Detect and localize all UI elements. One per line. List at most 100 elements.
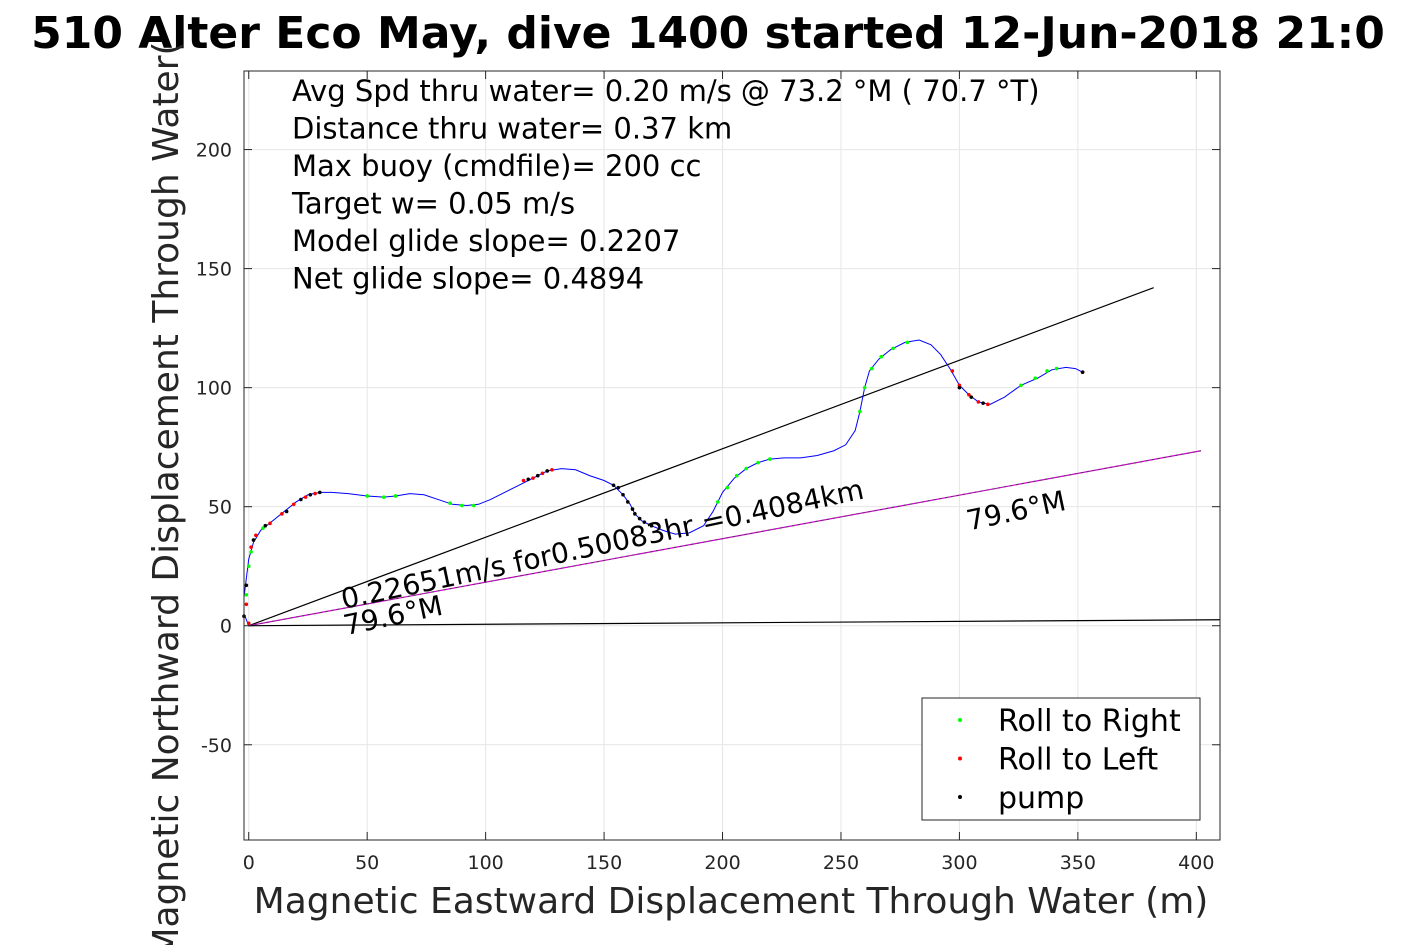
roll-to-right-point bbox=[448, 501, 452, 505]
pump-point bbox=[545, 469, 550, 473]
marker-series bbox=[242, 340, 1085, 626]
x-tick-label: 100 bbox=[467, 852, 503, 874]
roll-to-right-point bbox=[891, 346, 895, 351]
roll-to-right-point bbox=[393, 494, 398, 498]
x-tick-label: 50 bbox=[355, 852, 379, 874]
roll-to-right-point bbox=[460, 503, 464, 508]
y-axis-label: Magnetic Northward Displacement Through … bbox=[146, 41, 187, 945]
roll-to-left-point bbox=[986, 402, 990, 407]
roll-to-right-point bbox=[365, 494, 369, 498]
roll-to-right-point bbox=[246, 564, 251, 569]
reference-lines bbox=[248, 287, 1221, 627]
legend-label: Roll to Left bbox=[998, 743, 1158, 778]
roll-to-right-point bbox=[858, 409, 862, 414]
x-tick-label: 350 bbox=[1060, 852, 1096, 874]
roll-to-left-point bbox=[254, 533, 258, 538]
stat-line: Max buoy (cmdfile)= 200 cc bbox=[292, 149, 701, 183]
roll-to-left-point bbox=[303, 495, 308, 499]
pump-point bbox=[969, 395, 974, 399]
roll-to-right-point bbox=[905, 340, 910, 345]
x-axis-label: Magnetic Eastward Displacement Through W… bbox=[254, 881, 1209, 922]
roll-to-left-point bbox=[550, 467, 554, 472]
y-tick-label: 50 bbox=[208, 497, 232, 519]
roll-to-left-point bbox=[280, 512, 284, 516]
legend-marker bbox=[958, 756, 962, 761]
roll-to-right-point bbox=[768, 457, 772, 461]
legend-marker bbox=[958, 718, 962, 722]
stat-line: Distance thru water= 0.37 km bbox=[292, 112, 732, 146]
roll-to-left-point bbox=[967, 392, 971, 397]
x-tick-label: 300 bbox=[941, 852, 977, 874]
annotation-text: 79.6°M bbox=[963, 484, 1068, 537]
roll-to-right-point bbox=[862, 385, 867, 390]
roll-to-right-point bbox=[734, 473, 739, 478]
pump-point bbox=[284, 509, 289, 514]
stat-line: Target w= 0.05 m/s bbox=[291, 187, 575, 221]
legend-box bbox=[921, 697, 1201, 821]
roll-to-left-point bbox=[291, 502, 296, 507]
ticks: 0 50 100 150 200 250 300 350 400 -50 0 50 100 150 200 bbox=[196, 71, 1220, 874]
pump-point bbox=[308, 492, 313, 497]
stat-line: Model glide slope= 0.2207 bbox=[292, 224, 680, 258]
y-tick-label: 0 bbox=[220, 616, 232, 638]
roll-to-right-point bbox=[244, 592, 249, 597]
legend-label: Roll to Right bbox=[998, 704, 1181, 739]
pump-point bbox=[957, 385, 962, 390]
pump-point bbox=[318, 490, 322, 495]
reference-line bbox=[248, 287, 1154, 627]
pump-point bbox=[630, 507, 635, 511]
roll-to-left-point bbox=[246, 621, 251, 626]
pump-point bbox=[535, 473, 540, 478]
roll-to-left-point bbox=[531, 476, 535, 480]
x-tick-label: 200 bbox=[704, 852, 740, 874]
roll-to-left-point bbox=[313, 491, 317, 496]
y-tick-label: 150 bbox=[196, 259, 232, 281]
roll-to-right-point bbox=[715, 500, 720, 504]
roll-to-right-point bbox=[879, 354, 884, 359]
roll-to-right-point bbox=[756, 460, 760, 465]
stats-block: Avg Spd thru water= 0.20 m/s @ 73.2 °M (… bbox=[291, 74, 1040, 296]
pump-point bbox=[616, 485, 621, 490]
roll-to-right-point bbox=[471, 503, 476, 508]
stat-line: Net glide slope= 0.4894 bbox=[292, 262, 644, 296]
pump-point bbox=[1080, 370, 1085, 374]
roll-to-right-point bbox=[869, 366, 874, 371]
pump-point bbox=[526, 477, 531, 482]
pump-point bbox=[633, 512, 637, 516]
roll-to-left-point bbox=[249, 545, 253, 549]
roll-to-left-point bbox=[268, 521, 272, 526]
x-tick-label: 250 bbox=[823, 852, 859, 874]
pump-point bbox=[621, 492, 625, 497]
y-tick-label: -50 bbox=[201, 735, 232, 757]
pump-point bbox=[611, 483, 616, 488]
roll-to-left-point bbox=[521, 478, 526, 483]
pump-point bbox=[263, 523, 268, 528]
pump-point bbox=[642, 520, 647, 524]
reference-line bbox=[248, 450, 1202, 627]
roll-to-right-point bbox=[744, 466, 749, 471]
pump-point bbox=[649, 523, 654, 528]
pump-point bbox=[637, 516, 642, 521]
pump-point bbox=[244, 583, 249, 588]
roll-to-right-point bbox=[381, 495, 386, 499]
roll-to-right-point bbox=[261, 526, 265, 530]
x-tick-label: 0 bbox=[243, 852, 255, 874]
x-tick-label: 150 bbox=[586, 852, 622, 874]
x-tick-label: 400 bbox=[1178, 852, 1214, 874]
roll-to-right-point bbox=[1033, 376, 1038, 380]
legend-label: pump bbox=[998, 781, 1084, 816]
chart-title: 510 Alter Eco May, dive 1400 started 12-… bbox=[31, 8, 1385, 59]
plot-frame bbox=[243, 70, 1221, 841]
y-tick-label: 100 bbox=[196, 378, 232, 400]
roll-to-right-point bbox=[725, 485, 730, 490]
roll-to-left-point bbox=[950, 369, 955, 373]
roll-to-right-point bbox=[1019, 383, 1023, 388]
roll-to-left-point bbox=[540, 471, 545, 476]
roll-to-left-point bbox=[244, 602, 249, 607]
pump-point bbox=[299, 497, 303, 502]
reference-line bbox=[248, 619, 1221, 627]
pump-point bbox=[625, 500, 630, 504]
stat-line: Avg Spd thru water= 0.20 m/s @ 73.2 °M (… bbox=[292, 74, 1040, 108]
